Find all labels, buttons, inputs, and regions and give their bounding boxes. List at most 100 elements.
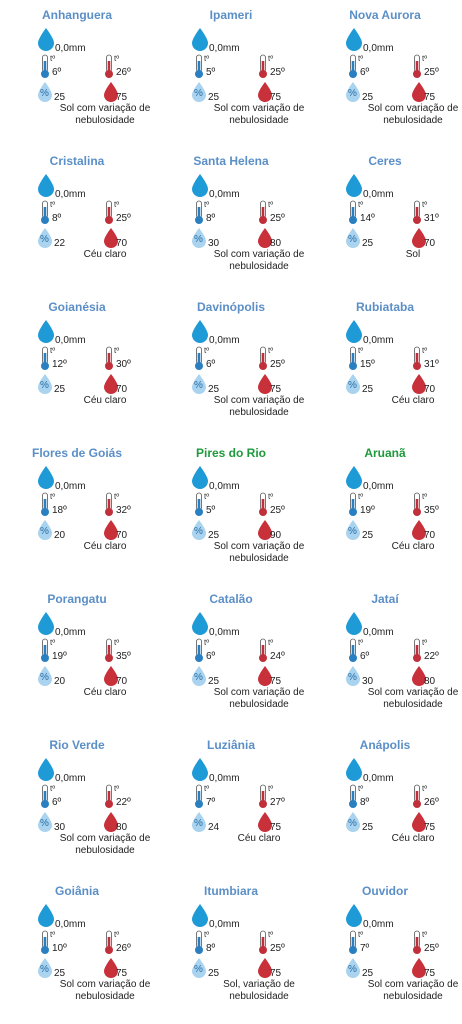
city-name: Cristalina xyxy=(49,154,105,168)
city-name: Catalão xyxy=(209,592,253,606)
humidity-min: 25 xyxy=(208,530,220,541)
rain-icon xyxy=(38,758,54,781)
condition: Céu claro xyxy=(83,541,127,552)
humidity-max-icon xyxy=(104,666,118,686)
temp-min-icon-part xyxy=(41,362,49,370)
condition: Sol com variação de nebulosidade xyxy=(367,687,459,710)
temp-min-icon-part xyxy=(41,70,49,78)
city-card: Rubiataba 0,0mm tº 15º tº 31º% 25 70 Céu claro xyxy=(308,292,462,438)
humidity-min-icon-part xyxy=(38,520,52,540)
temp-icon-label: tº xyxy=(422,54,428,63)
city-card: Davinópolis 0,0mm tº 6º tº 25º% 25 75 Sol com va… xyxy=(154,292,308,438)
rain-icon xyxy=(346,28,362,51)
humidity-min: 20 xyxy=(54,676,66,687)
temp-icon-label: tº xyxy=(422,346,428,355)
humidity-min-icon-part xyxy=(38,958,52,978)
humidity-max: 90 xyxy=(270,530,282,541)
humidity-min-icon xyxy=(38,958,52,978)
city-card: Anápolis 0,0mm tº 8º tº 26º% 25 75 Céu claro xyxy=(308,730,462,876)
temp-max-icon-part xyxy=(107,499,111,511)
city-name: Anápolis xyxy=(359,738,411,752)
humidity-max: 75 xyxy=(270,968,282,979)
temp-min-icon-part xyxy=(43,207,47,219)
humidity-min-icon-part xyxy=(38,228,52,248)
humidity-max: 70 xyxy=(424,384,436,395)
city-card: Goiânia 0,0mm tº 10º tº 26º% 25 75 Sol com varia… xyxy=(0,876,154,1022)
rain-icon xyxy=(346,466,362,489)
temp-max: 25º xyxy=(270,943,285,954)
temp-max: 22º xyxy=(116,797,131,808)
temp-min-icon-part xyxy=(349,508,357,516)
temp-max-icon-part xyxy=(261,353,265,365)
condition: Sol com variação de nebulosidade xyxy=(213,395,305,418)
humidity-min-icon xyxy=(346,82,360,102)
temp-min-icon-part xyxy=(351,937,355,949)
temp-icon-label: tº xyxy=(358,492,364,501)
temp-icon-label: tº xyxy=(268,346,274,355)
rain-icon-part xyxy=(346,466,362,489)
temp-icon-label: tº xyxy=(204,200,210,209)
temp-min-icon-part xyxy=(349,362,357,370)
rain-value: 0,0mm xyxy=(55,627,86,638)
temp-max: 26º xyxy=(116,67,131,78)
temp-max-icon xyxy=(105,492,113,516)
city-card: Flores de Goiás 0,0mm tº 18º tº 32º% 20 70 Céu c… xyxy=(0,438,154,584)
temp-max-icon-part xyxy=(105,800,113,808)
temp-max: 35º xyxy=(424,505,439,516)
city-card: Goianésia 0,0mm tº 12º tº 30º% 25 70 Céu claro xyxy=(0,292,154,438)
temp-max-icon xyxy=(413,930,421,954)
temp-max-icon-part xyxy=(415,499,419,511)
temp-min: 7º xyxy=(360,943,370,954)
humidity-icon-label: % xyxy=(194,672,203,683)
temp-max: 24º xyxy=(270,651,285,662)
temp-max-icon xyxy=(259,638,267,662)
temp-max-icon-part xyxy=(415,207,419,219)
humidity-min-icon xyxy=(346,812,360,832)
temp-max: 31º xyxy=(424,213,439,224)
humidity-max-icon xyxy=(412,228,426,248)
temp-min-icon-part xyxy=(195,70,203,78)
city-card: Jataí 0,0mm tº 6º tº 22º% 30 80 Sol com variação… xyxy=(308,584,462,730)
humidity-max: 75 xyxy=(424,968,436,979)
humidity-max: 70 xyxy=(116,676,128,687)
humidity-icon-label: % xyxy=(348,234,357,245)
temp-min-icon-part xyxy=(351,499,355,511)
humidity-min: 25 xyxy=(362,530,374,541)
temp-max-icon-part xyxy=(105,70,113,78)
humidity-max: 70 xyxy=(116,238,128,249)
city-name: Aruanã xyxy=(364,446,406,460)
temp-max-icon-part xyxy=(105,216,113,224)
city-name: Ouvidor xyxy=(361,884,408,898)
humidity-max-icon xyxy=(104,374,118,394)
temp-icon-label: tº xyxy=(268,930,274,939)
humidity-max-icon-part xyxy=(104,374,118,394)
condition: Céu claro xyxy=(83,395,127,406)
temp-max: 27º xyxy=(270,797,285,808)
temp-icon-label: tº xyxy=(268,638,274,647)
temp-min: 8º xyxy=(360,797,370,808)
rain-icon xyxy=(38,28,54,51)
temp-min: 12º xyxy=(52,359,67,370)
condition: Sol com variação de nebulosidade xyxy=(59,979,151,1002)
condition: Céu claro xyxy=(391,833,435,844)
city-card: Anhanguera 0,0mm tº 6º tº 26º% 25 75 Sol com var… xyxy=(0,0,154,146)
temp-max-icon xyxy=(259,346,267,370)
humidity-min-icon xyxy=(38,666,52,686)
humidity-max-icon-part xyxy=(258,958,272,978)
temp-icon-label: tº xyxy=(268,54,274,63)
temp-icon-label: tº xyxy=(422,492,428,501)
temp-max-icon xyxy=(413,638,421,662)
temp-max-icon-part xyxy=(107,61,111,73)
temp-min-icon xyxy=(349,784,357,808)
temp-min-icon-part xyxy=(197,499,201,511)
rain-icon xyxy=(346,320,362,343)
temp-max: 25º xyxy=(270,505,285,516)
temp-max: 26º xyxy=(424,797,439,808)
humidity-max-icon-part xyxy=(104,958,118,978)
temp-icon-label: tº xyxy=(268,200,274,209)
rain-icon-part xyxy=(38,174,54,197)
temp-min: 19º xyxy=(360,505,375,516)
temp-icon-label: tº xyxy=(358,930,364,939)
humidity-icon-label: % xyxy=(194,818,203,829)
temp-max: 25º xyxy=(270,67,285,78)
